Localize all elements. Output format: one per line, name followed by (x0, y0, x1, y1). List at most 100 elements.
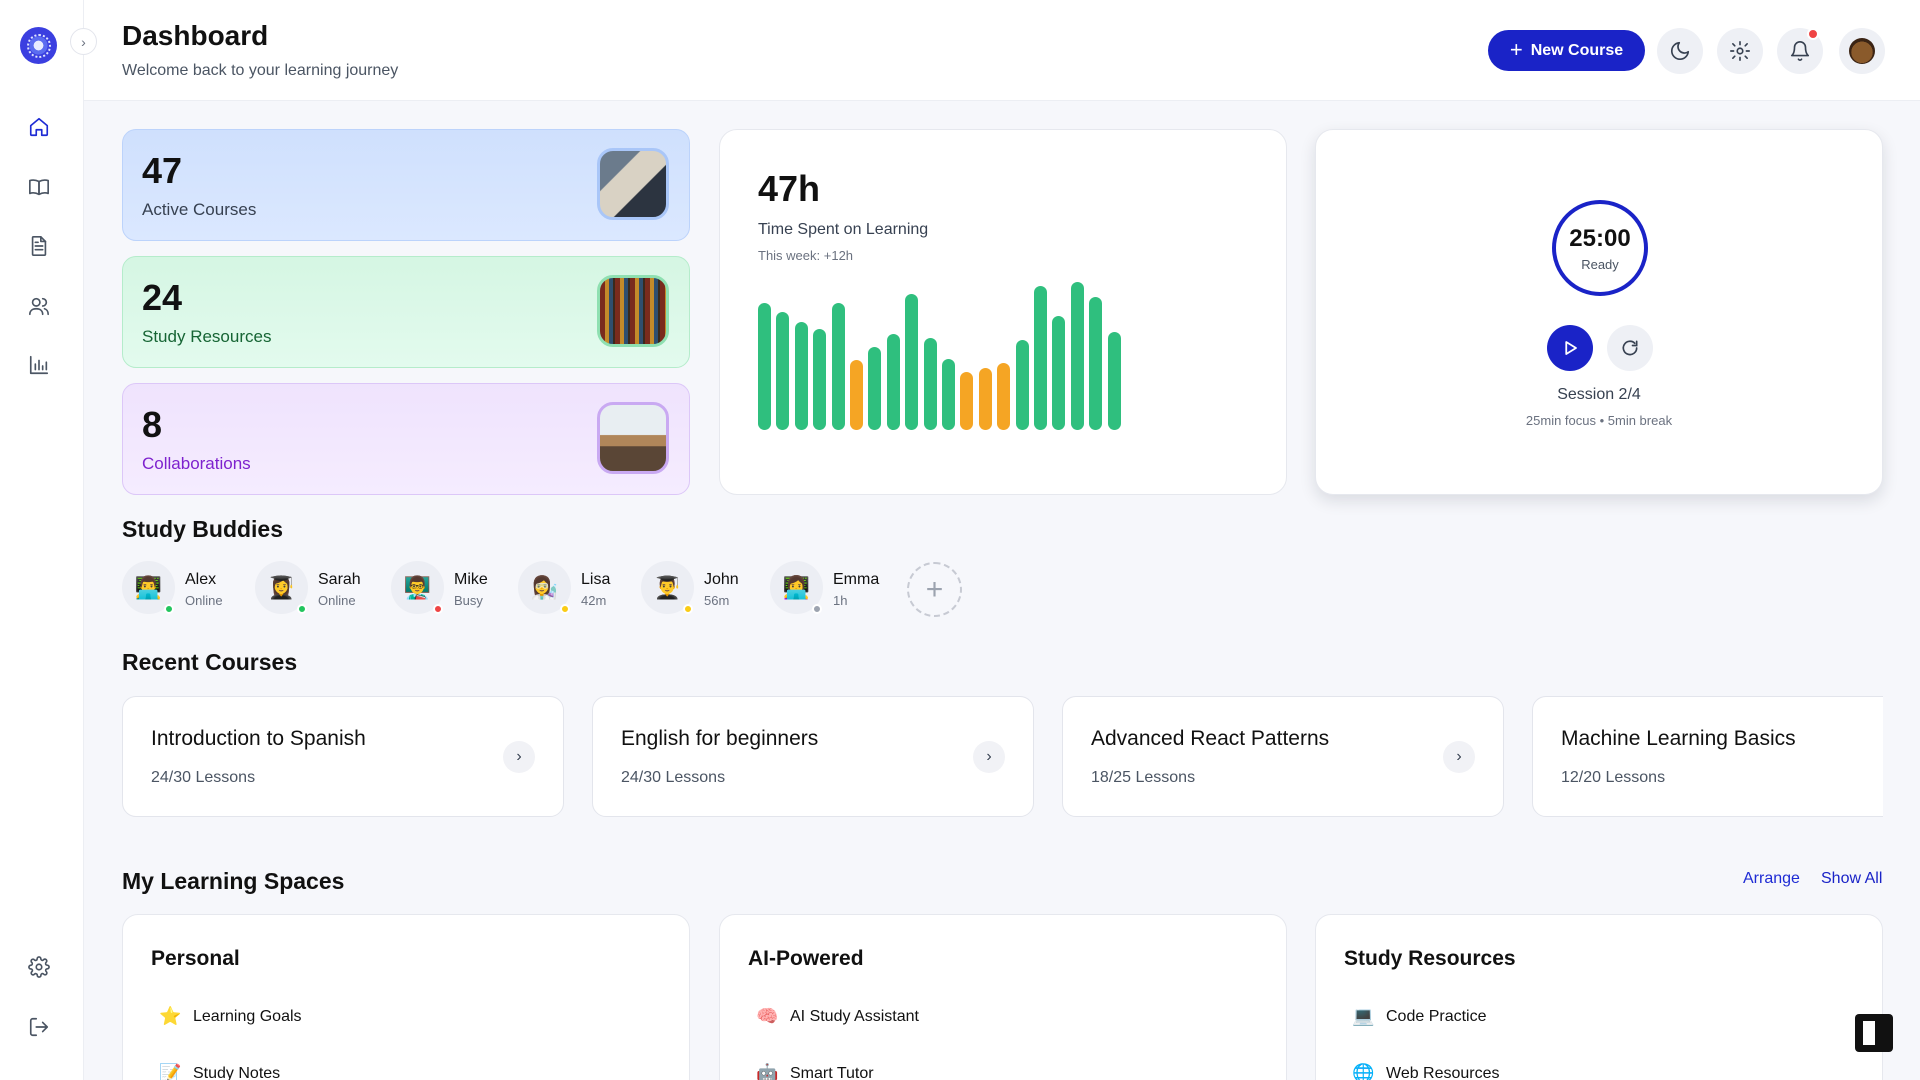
timer-play-button[interactable] (1547, 325, 1593, 371)
bell-icon (1790, 41, 1810, 61)
space-item[interactable]: 💻 Code Practice (1352, 1006, 1487, 1027)
scroll-clip (1883, 690, 1920, 830)
stat-card-study-resources[interactable]: 24 Study Resources (122, 256, 690, 368)
activity-bar (850, 360, 863, 430)
space-item-label: AI Study Assistant (790, 1007, 919, 1025)
new-course-button[interactable]: + New Course (1488, 30, 1645, 71)
notification-badge (1807, 28, 1819, 40)
space-item[interactable]: 🤖 Smart Tutor (756, 1063, 874, 1080)
chevron-right-icon[interactable]: › (973, 741, 1005, 773)
course-title: Introduction to Spanish (151, 727, 366, 750)
space-item[interactable]: 🌐 Web Resources (1352, 1063, 1500, 1080)
stat-label: Study Resources (142, 327, 272, 346)
corner-widget-icon[interactable] (1855, 1014, 1893, 1052)
course-title: English for beginners (621, 727, 819, 750)
buddy-name: Emma (833, 571, 880, 588)
activity-bar (905, 294, 919, 430)
section-title-recent-courses: Recent Courses (122, 649, 298, 675)
stat-card-collaborations[interactable]: 8 Collaborations (122, 383, 690, 495)
time-spent-value: 47h (758, 168, 821, 209)
section-title-study-buddies: Study Buddies (122, 516, 284, 542)
space-card-ai-powered: AI-Powered 🧠 AI Study Assistant 🤖 Smart … (719, 914, 1287, 1080)
buddy-name: Lisa (581, 571, 611, 588)
focus-timer-panel: 25:00 Ready Session 2/4 25min focus • 5m… (1315, 129, 1883, 495)
activity-bar (813, 329, 827, 430)
stat-card-active-courses[interactable]: 47 Active Courses (122, 129, 690, 241)
settings-button[interactable] (1717, 28, 1763, 74)
notifications-button[interactable] (1777, 28, 1823, 74)
show-all-link[interactable]: Show All (1821, 870, 1883, 887)
nav-logout[interactable] (22, 1010, 56, 1044)
nav-community[interactable] (22, 289, 56, 323)
buddy-status: Online (318, 593, 356, 608)
nav-documents[interactable] (22, 229, 56, 263)
course-card[interactable]: English for beginners 24/30 Lessons › (592, 696, 1034, 817)
plus-icon: + (925, 572, 944, 606)
time-spent-panel: 47h Time Spent on Learning This week: +1… (719, 129, 1287, 495)
status-dot (683, 604, 693, 614)
page-subtitle: Welcome back to your learning journey (122, 62, 399, 79)
stat-value: 24 (142, 277, 183, 318)
nav-courses[interactable] (22, 170, 56, 204)
nav-settings[interactable] (22, 950, 56, 984)
logout-icon (29, 1017, 49, 1037)
course-title: Advanced React Patterns (1091, 727, 1330, 750)
app-logo[interactable] (20, 27, 57, 64)
chevron-right-icon[interactable]: › (1443, 741, 1475, 773)
session-label: Session 2/4 (1557, 386, 1641, 403)
activity-bar (868, 347, 882, 430)
activity-bar (758, 303, 771, 430)
refresh-icon (1622, 340, 1638, 356)
buddy-name: John (704, 571, 739, 588)
timer-time: 25:00 (1569, 224, 1631, 252)
buddy-status: 56m (704, 593, 730, 608)
stat-thumbnail-image (597, 275, 669, 347)
stat-label: Collaborations (142, 454, 251, 473)
arrange-link[interactable]: Arrange (1743, 870, 1800, 887)
play-icon (1565, 341, 1577, 355)
buddy-name: Alex (185, 571, 217, 588)
space-title: AI-Powered (748, 947, 864, 970)
timer-reset-button[interactable] (1607, 325, 1653, 371)
stat-value: 47 (142, 150, 183, 191)
book-icon (29, 179, 49, 196)
chevron-right-icon[interactable]: › (503, 741, 535, 773)
session-detail: 25min focus • 5min break (1525, 413, 1673, 428)
buddy-avatar: 👩‍🎓 (255, 561, 308, 614)
theme-toggle-button[interactable] (1657, 28, 1703, 74)
activity-bar (886, 334, 900, 430)
buddy-status: Busy (454, 593, 483, 608)
course-card[interactable]: Machine Learning Basics 12/20 Lessons › (1532, 696, 1920, 817)
space-item[interactable]: 🧠 AI Study Assistant (756, 1006, 919, 1027)
gear-icon (28, 956, 50, 978)
status-dot (433, 604, 443, 614)
avatar-image (1849, 38, 1875, 64)
time-spent-week: This week: +12h (758, 248, 854, 263)
buddy-name: Sarah (318, 571, 361, 588)
star-icon: ⭐ (159, 1006, 182, 1026)
activity-bar (794, 322, 808, 430)
moon-icon (1670, 41, 1690, 61)
course-lessons: 18/25 Lessons (1091, 769, 1196, 786)
space-item[interactable]: 📝 Study Notes (159, 1063, 280, 1080)
stat-thumbnail-image (597, 148, 669, 220)
document-icon (31, 236, 47, 256)
course-card[interactable]: Advanced React Patterns 18/25 Lessons › (1062, 696, 1504, 817)
time-spent-label: Time Spent on Learning (758, 221, 929, 238)
nav-home[interactable] (22, 110, 56, 144)
stat-value: 8 (142, 404, 163, 445)
buddy-status: Online (185, 593, 223, 608)
sidebar-collapse-button[interactable]: › (70, 28, 97, 55)
buddy-name: Mike (454, 571, 488, 588)
note-icon: 📝 (159, 1063, 182, 1080)
space-item-label: Web Resources (1386, 1064, 1500, 1080)
nav-analytics[interactable] (22, 348, 56, 382)
brain-icon: 🧠 (756, 1006, 779, 1026)
course-card[interactable]: Introduction to Spanish 24/30 Lessons › (122, 696, 564, 817)
space-item[interactable]: ⭐ Learning Goals (159, 1006, 302, 1027)
activity-bar (923, 338, 937, 430)
buddy-status: 42m (581, 593, 607, 608)
globe-icon: 🌐 (1352, 1063, 1375, 1080)
user-avatar[interactable] (1839, 28, 1885, 74)
add-buddy-button[interactable]: + (907, 562, 962, 617)
